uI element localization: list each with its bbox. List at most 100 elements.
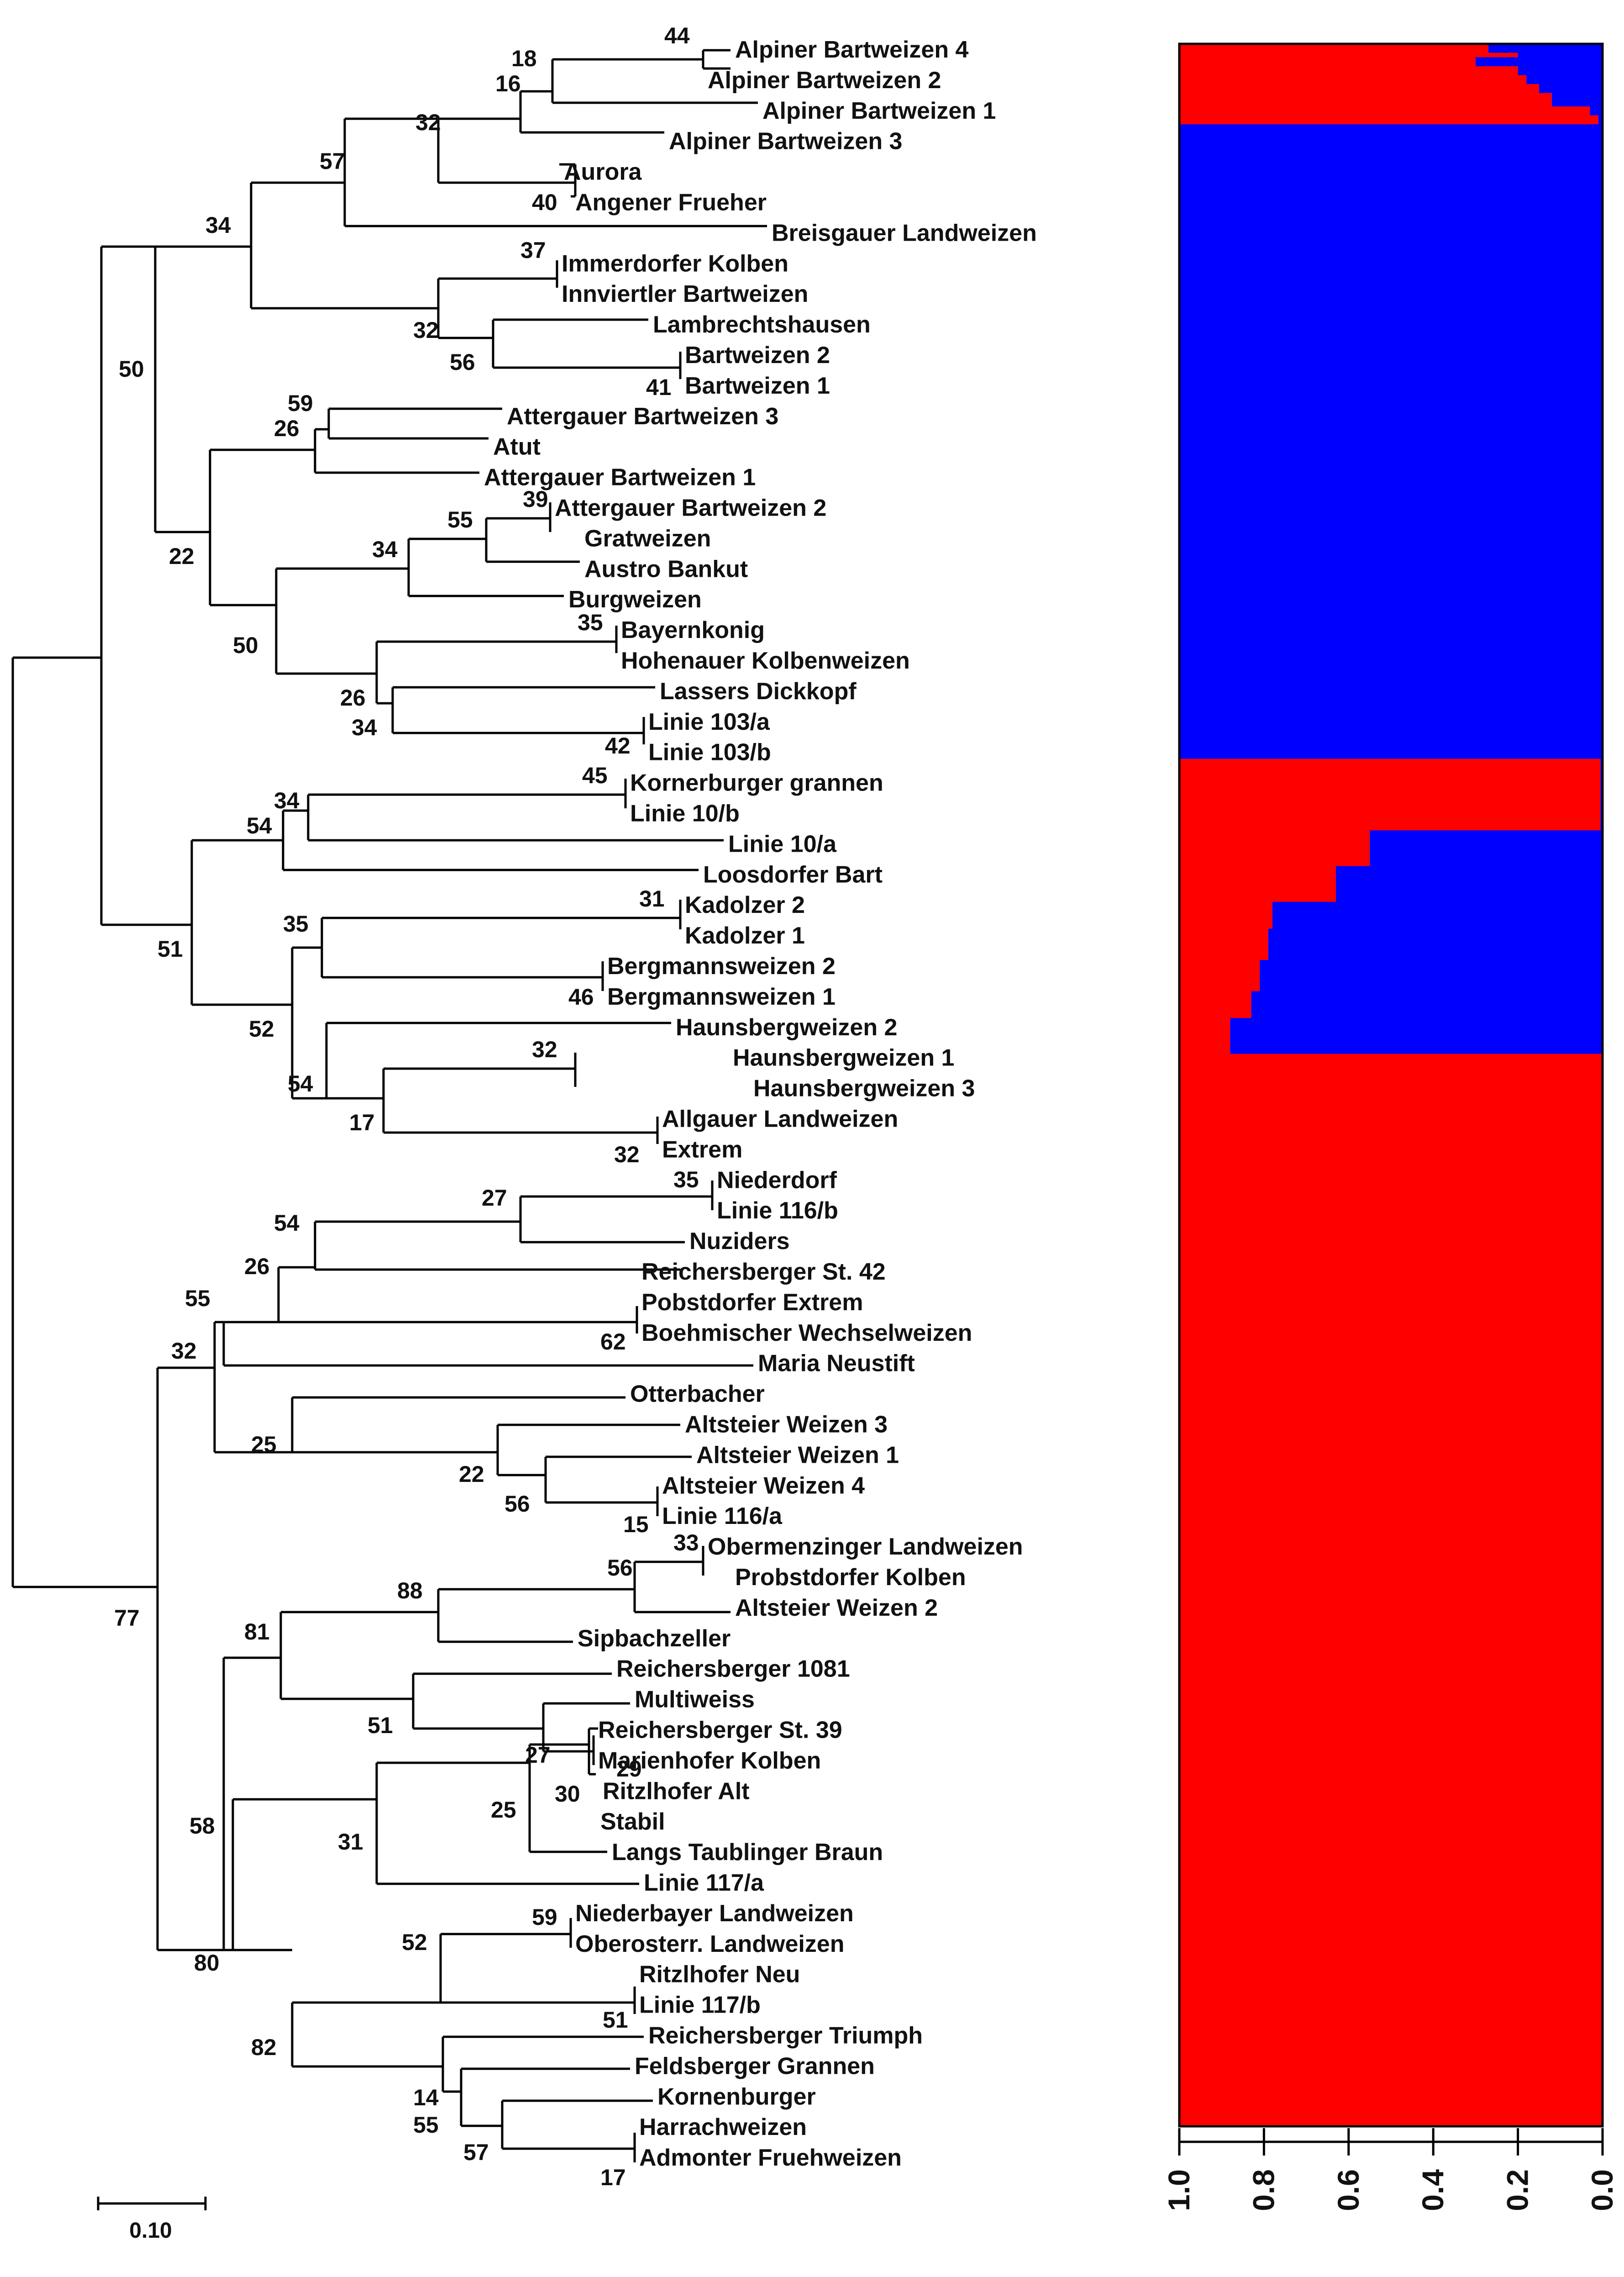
bootstrap-value: 34 — [205, 212, 231, 238]
structure-bars — [1179, 44, 1603, 2127]
taxon-label: Angener Frueher — [575, 190, 767, 216]
structure-bar-red — [1179, 1876, 1603, 1881]
taxon-label: Bayernkonig — [621, 617, 765, 643]
structure-bar-blue — [1179, 298, 1603, 304]
structure-bar-red — [1179, 848, 1370, 853]
structure-bar-blue — [1598, 120, 1603, 125]
structure-bar-red — [1179, 1617, 1603, 1622]
taxon-label: Boehmischer Wechselweizen — [641, 1320, 972, 1346]
structure-bar-red — [1179, 1063, 1603, 1068]
bootstrap-value: 27 — [525, 1742, 551, 1768]
taxon-label: Lambrechtshausen — [653, 311, 871, 338]
structure-bar-red — [1179, 1009, 1251, 1014]
bootstrap-value: 27 — [482, 1185, 507, 1211]
structure-bar-blue — [1598, 115, 1603, 120]
taxon-label: Langs Taublinger Braun — [612, 1839, 883, 1866]
structure-bar-blue — [1179, 441, 1603, 447]
structure-bar-blue — [1539, 88, 1603, 94]
structure-bar-red — [1179, 1143, 1603, 1148]
scale-bar-label: 0.10 — [129, 2219, 172, 2243]
structure-bar-blue — [1272, 915, 1603, 920]
structure-bar-red — [1179, 1156, 1603, 1161]
structure-bar-red — [1179, 1004, 1251, 1010]
bootstrap-value: 46 — [568, 984, 594, 1010]
structure-bar-red — [1179, 991, 1251, 996]
structure-bar-red — [1179, 1702, 1603, 1707]
structure-bar-red — [1179, 1335, 1603, 1340]
structure-bar-blue — [1179, 754, 1603, 759]
bootstrap-value: 54 — [288, 1071, 313, 1096]
structure-bar-red — [1179, 1983, 1603, 1988]
structure-bar-red — [1179, 1845, 1603, 1850]
structure-bar-red — [1179, 879, 1336, 885]
structure-bar-red — [1179, 1939, 1603, 1944]
branch-clade-35 — [321, 900, 682, 991]
bootstrap-value: 58 — [189, 1813, 215, 1839]
taxon-label: Linie 116/b — [717, 1197, 838, 1224]
bootstrap-value: 26 — [340, 685, 366, 711]
structure-bar-red — [1179, 2028, 1603, 2033]
structure-bar-red — [1179, 1174, 1603, 1180]
structure-bar-blue — [1179, 379, 1603, 384]
structure-bar-blue — [1179, 267, 1603, 272]
structure-bar-blue — [1179, 338, 1603, 344]
structure-bar-blue — [1179, 616, 1603, 621]
bootstrap-value: 56 — [607, 1555, 633, 1581]
branch-clade-57 — [343, 117, 767, 227]
structure-bar-red — [1179, 1769, 1603, 1774]
structure-bar-red — [1179, 1339, 1603, 1345]
structure-bar-red — [1179, 1956, 1603, 1961]
structure-bar-blue — [1179, 410, 1603, 415]
structure-bar-red — [1179, 897, 1336, 902]
taxon-label: Ritzlhofer Neu — [639, 1961, 800, 1988]
structure-bar-blue — [1179, 687, 1603, 692]
structure-bar-red — [1179, 1719, 1603, 1724]
structure-bar-red — [1179, 812, 1601, 817]
structure-bar-blue — [1335, 866, 1603, 871]
structure-bar-blue — [1551, 93, 1603, 98]
branch-clade-17 — [382, 1053, 659, 1144]
taxon-label: Admonter Fruehweizen — [639, 2145, 902, 2171]
structure-bar-red — [1179, 830, 1370, 835]
structure-bar-blue — [1179, 500, 1603, 505]
structure-bar-blue — [1179, 665, 1603, 670]
structure-bar-red — [1179, 1317, 1603, 1323]
structure-bar-red — [1179, 799, 1601, 804]
structure-bar-blue — [1179, 486, 1603, 491]
bootstrap-value: 30 — [555, 1781, 580, 1807]
structure-bar-blue — [1179, 522, 1603, 527]
bootstrap-value: 32 — [532, 1037, 557, 1062]
branch-clade-22-b — [496, 1423, 680, 1476]
branch-clade-57-b — [501, 2099, 653, 2162]
branch-clade-56-b — [544, 1455, 692, 1516]
structure-bar-blue — [1272, 901, 1603, 907]
structure-bar-red — [1179, 1541, 1603, 1546]
taxon-label: Haunsbergweizen 2 — [676, 1014, 897, 1041]
structure-bar-blue — [1251, 991, 1603, 996]
structure-bar-blue — [1179, 133, 1603, 138]
structure-bar-red — [1179, 1451, 1603, 1456]
taxon-label: Pobstdorfer Extrem — [641, 1289, 863, 1316]
structure-bar-blue — [1179, 638, 1603, 643]
structure-bar-red — [1179, 1291, 1603, 1296]
taxon-label: Haunsbergweizen 1 — [733, 1045, 954, 1071]
structure-bar-red — [1179, 964, 1260, 970]
structure-bar-red — [1179, 1576, 1603, 1581]
structure-bar-blue — [1551, 97, 1603, 102]
structure-bar-red — [1179, 1813, 1603, 1818]
structure-bar-blue — [1179, 401, 1603, 406]
structure-bar-blue — [1179, 558, 1603, 563]
structure-bar-red — [1179, 1657, 1603, 1662]
structure-bar-blue — [1179, 173, 1603, 179]
structure-bar-blue — [1179, 593, 1603, 598]
structure-bar-blue — [1179, 732, 1603, 737]
structure-bar-red — [1179, 1688, 1603, 1693]
taxon-label: Attergauer Bartweizen 1 — [484, 464, 756, 491]
structure-bar-red — [1179, 843, 1370, 849]
structure-bar-blue — [1251, 1009, 1603, 1014]
structure-bar-blue — [1179, 535, 1603, 540]
structure-bar-red — [1179, 1979, 1603, 1984]
branch-clade-26-b — [277, 1266, 638, 1334]
structure-bar-red — [1179, 2072, 1603, 2077]
taxon-label: Lassers Dickkopf — [660, 678, 857, 705]
